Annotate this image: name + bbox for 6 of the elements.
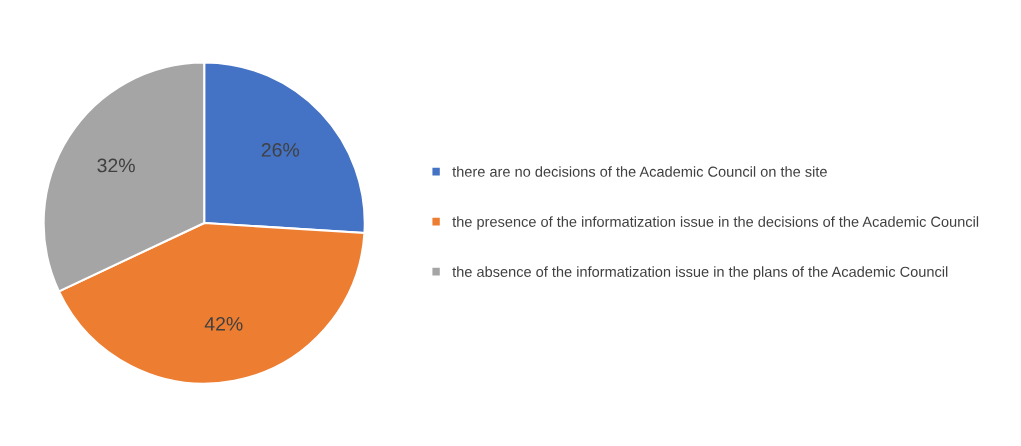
data-label: 26% xyxy=(261,143,300,157)
data-label: 32% xyxy=(97,158,135,173)
legend-label: the absence of the informatization issue in the plans of the Academic Council xyxy=(452,266,948,280)
data-label: 42% xyxy=(204,316,243,331)
legend-label: the presence of the informatization issue in the decisions of the Academic Council xyxy=(452,216,979,230)
legend-label: there are no decisions of the Academic Council on the site xyxy=(452,166,827,177)
